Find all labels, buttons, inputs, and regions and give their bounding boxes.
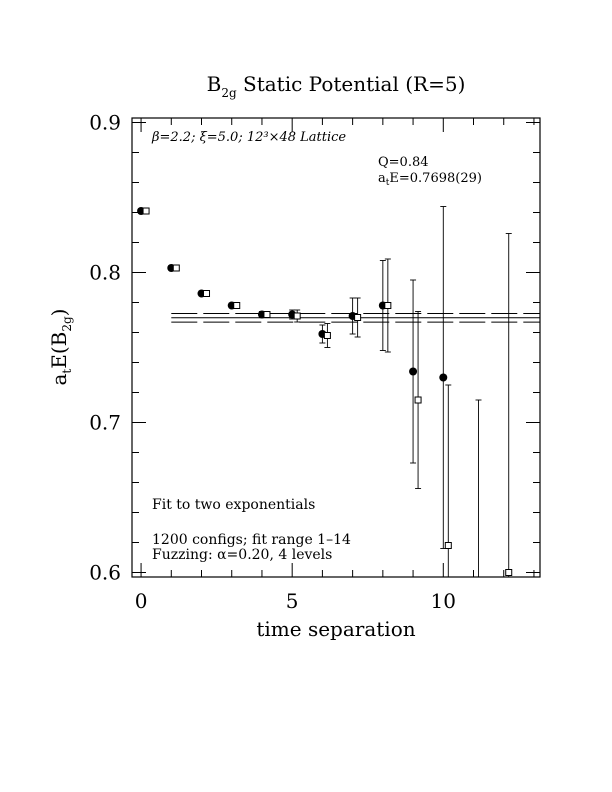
data-point [203, 290, 211, 297]
x-tick-label: 5 [286, 589, 299, 613]
ylabel-subscript-2g: 2g [60, 316, 74, 332]
data-point [409, 367, 418, 376]
ylabel-subscript-t: t [60, 369, 74, 374]
title-main: B [207, 72, 222, 96]
y-axis-label: atE(B2g) [47, 308, 74, 385]
data-point [263, 311, 271, 318]
energy-a: a [378, 171, 386, 186]
energy-value: E=0.7698(29) [389, 171, 482, 186]
data-point [323, 332, 331, 339]
data-point [439, 373, 448, 382]
data-point [293, 312, 301, 320]
data-series [137, 206, 513, 577]
title-subscript: 2g [221, 86, 237, 100]
data-point [444, 542, 452, 549]
q-annotation: Q=0.84 [378, 155, 429, 170]
chart-title: B2g Static Potential (R=5) [207, 72, 466, 100]
lattice-annotation: β=2.2; ξ=5.0; 12³×48 Lattice [151, 130, 346, 145]
tick-labels: 0 5 10 0.6 0.7 0.8 0.9 [89, 111, 456, 614]
y-tick-label: 0.8 [89, 261, 121, 285]
data-point [354, 314, 362, 321]
x-axis-label: time separation [256, 617, 415, 641]
y-tick-label: 0.7 [89, 411, 121, 435]
title-rest: Static Potential (R=5) [237, 72, 466, 96]
plot-frame [131, 117, 541, 578]
fit-annotation: Fit to two exponentials [152, 497, 315, 513]
data-point [414, 396, 422, 404]
data-point [172, 264, 180, 272]
ticks [132, 118, 540, 577]
fuzzing-annotation: Fuzzing: α=0.20, 4 levels [152, 547, 332, 563]
ylabel-a: a [47, 374, 71, 386]
x-tick-label: 10 [431, 589, 456, 613]
y-tick-label: 0.6 [89, 561, 121, 585]
data-point [505, 569, 513, 576]
energy-subscript: t [386, 178, 390, 188]
energy-annotation: atE=0.7698(29) [378, 171, 482, 188]
data-point [233, 302, 241, 309]
data-point [142, 207, 150, 215]
data-point [384, 302, 392, 309]
x-tick-label: 0 [135, 589, 148, 613]
ylabel-close: ) [47, 308, 71, 316]
ylabel-energy: E(B [47, 332, 71, 369]
configs-annotation: 1200 configs; fit range 1–14 [152, 532, 351, 548]
series-open-square [142, 207, 513, 577]
y-tick-label: 0.9 [89, 111, 121, 135]
